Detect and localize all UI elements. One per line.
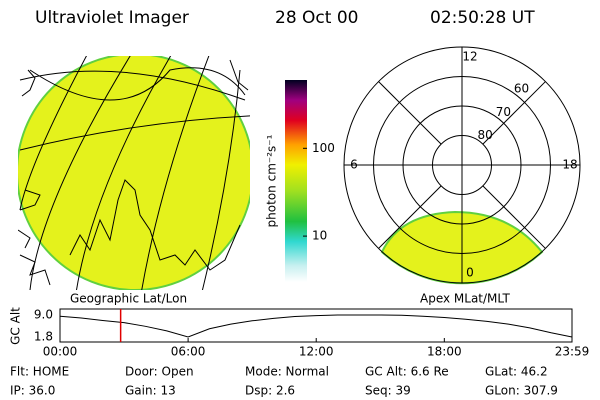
- map-caption: Geographic Lat/Lon: [70, 292, 187, 306]
- x-tick-label: 06:00: [171, 345, 206, 359]
- status-field: Gain: 13: [125, 384, 176, 398]
- time: 02:50:28 UT: [430, 8, 535, 28]
- status-field: GLat: 46.2: [485, 365, 548, 379]
- title: Ultraviolet Imager: [35, 8, 189, 28]
- status-field: Seq: 39: [365, 384, 411, 398]
- lat-label: 80: [478, 128, 493, 142]
- altitude-line: [59, 314, 573, 338]
- status-field: Door: Open: [125, 365, 194, 379]
- colorbar: [285, 80, 307, 282]
- x-tick-label: 18:00: [427, 345, 462, 359]
- radial-line: [378, 81, 442, 145]
- colorbar-label: photon cm⁻²s⁻¹: [265, 134, 279, 227]
- status-field: Mode: Normal: [245, 365, 329, 379]
- mlt-label: 6: [350, 158, 358, 172]
- y-tick-label: 1.8: [34, 330, 53, 344]
- y-axis-label: GC Alt: [9, 307, 23, 345]
- geo-map: [18, 56, 250, 290]
- polar-caption: Apex MLat/MLT: [420, 292, 510, 306]
- mlt-label: 18: [562, 158, 577, 172]
- x-tick-label: 23:59: [555, 345, 590, 359]
- altitude-plot: GC Alt 9.0 1.800:00 06:00 12:00 18:00 23:59: [9, 307, 590, 359]
- y-tick-label: 9.0: [34, 308, 53, 322]
- radial-line: [482, 185, 546, 249]
- lat-label: 60: [514, 82, 529, 96]
- colorbar-tick-label: 100: [312, 141, 335, 155]
- date: 28 Oct 00: [275, 8, 358, 28]
- lat-label: 70: [496, 105, 511, 119]
- status-footer: Flt: HOME Door: Open Mode: Normal GC Alt: 6…: [10, 365, 558, 398]
- status-field: Flt: HOME: [10, 365, 69, 379]
- mlt-label: 0: [466, 266, 474, 280]
- status-field: GLon: 307.9: [485, 384, 558, 398]
- plot-frame: [59, 308, 573, 343]
- x-tick-label: 12:00: [299, 345, 334, 359]
- mlt-label: 12: [462, 50, 477, 64]
- status-field: Dsp: 2.6: [245, 384, 295, 398]
- colorbar-tick-label: 10: [312, 229, 327, 243]
- x-tick-label: 00:00: [43, 345, 78, 359]
- status-field: GC Alt: 6.6 Re: [365, 365, 449, 379]
- colorbar-ticks: 10 100: [303, 141, 335, 243]
- radial-line: [482, 81, 546, 145]
- radial-line: [378, 185, 442, 249]
- status-field: IP: 36.0: [10, 384, 55, 398]
